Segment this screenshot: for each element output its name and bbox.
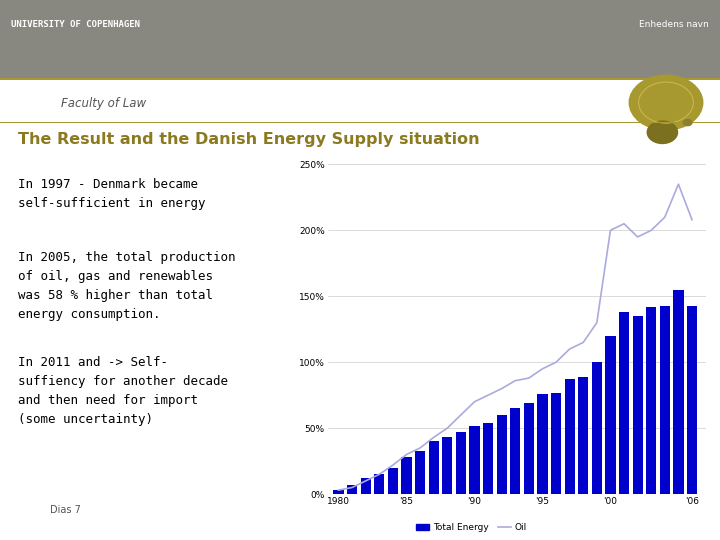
Text: UNIVERSITY OF COPENHAGEN: UNIVERSITY OF COPENHAGEN (11, 20, 140, 29)
Oil (660, 214, 669, 220)
Line: Oil: Oil (338, 184, 692, 490)
Bar (442, 437, 452, 494)
Bar (469, 426, 480, 494)
Text: Dias 7: Dias 7 (50, 505, 81, 515)
Oil (511, 377, 520, 384)
Bar (347, 485, 357, 494)
Bar (415, 450, 425, 494)
Bar (551, 393, 561, 494)
Oil (429, 434, 438, 441)
Oil (634, 234, 642, 240)
Bar (523, 403, 534, 494)
Text: In 1997 - Denmark became
self-sufficient in energy: In 1997 - Denmark became self-sufficient… (18, 178, 205, 210)
Oil (456, 411, 465, 418)
Text: The Result and the Danish Energy Supply situation: The Result and the Danish Energy Supply … (18, 132, 480, 147)
Bar (606, 336, 616, 494)
Oil (593, 319, 601, 326)
Bar (361, 478, 371, 494)
Bar (673, 289, 683, 494)
Oil (647, 227, 655, 234)
Text: In 2005, the total production
of oil, gas and renewables
was 58 % higher than to: In 2005, the total production of oil, ga… (18, 251, 235, 321)
Oil (375, 471, 384, 477)
Oil (470, 399, 479, 405)
Bar (592, 362, 602, 494)
Oil (334, 487, 343, 494)
Oil (620, 220, 629, 227)
Bar (497, 415, 507, 494)
Bar (333, 490, 343, 494)
Bar (619, 312, 629, 494)
Oil (415, 445, 424, 451)
Bar (687, 306, 697, 494)
Bar (660, 306, 670, 494)
Bar (578, 377, 588, 494)
Text: In 2011 and -> Self-
suffiency for another decade
and then need for import
(some: In 2011 and -> Self- suffiency for anoth… (18, 356, 228, 427)
Oil (565, 346, 574, 352)
Bar (646, 307, 657, 494)
Legend: Total Energy, Oil: Total Energy, Oil (412, 519, 531, 536)
Bar (456, 432, 466, 494)
Bar (564, 380, 575, 494)
Oil (484, 392, 492, 399)
Oil (552, 359, 560, 366)
Oil (443, 425, 451, 431)
Oil (524, 375, 533, 381)
Bar (388, 468, 398, 494)
Bar (483, 423, 493, 494)
Bar (401, 457, 412, 494)
Oil (498, 386, 506, 392)
Oil (361, 478, 370, 484)
Bar (510, 408, 521, 494)
Oil (389, 462, 397, 468)
Bar (537, 394, 547, 494)
Oil (688, 217, 696, 223)
Oil (579, 339, 588, 346)
Oil (674, 181, 683, 187)
Bar (374, 474, 384, 494)
Oil (348, 484, 356, 491)
Oil (538, 366, 546, 372)
Oil (606, 227, 615, 234)
Oil (402, 451, 411, 458)
Text: Enhedens navn: Enhedens navn (639, 20, 709, 29)
Bar (632, 316, 643, 494)
Text: Faculty of Law: Faculty of Law (61, 97, 146, 110)
Bar (428, 441, 438, 494)
